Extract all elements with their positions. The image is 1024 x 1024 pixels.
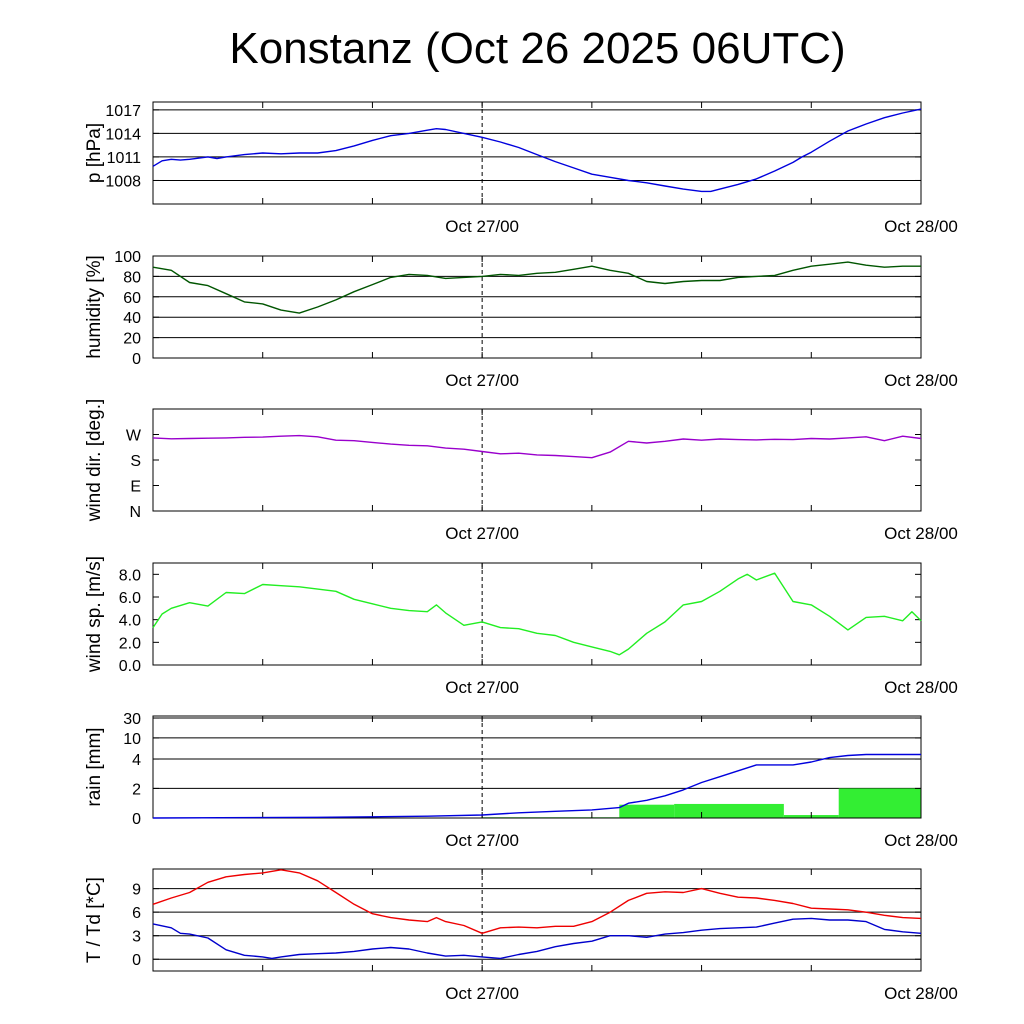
x-tick-label: Oct 28/00 [884,831,958,850]
series-line-rain_line [152,753,921,819]
y-tick-label: 0 [132,811,141,828]
series-line-humidity [152,261,921,314]
y-tick-label: 2.0 [119,635,141,652]
y-tick-label: 0.0 [119,658,141,675]
y-tick-label: 10 [123,731,141,748]
panel-2: 0 20 40 60 80 100 Oct 27/00 Oct 28/00 humidity [… [84,249,958,390]
y-tick-label: 60 [123,290,141,307]
plot-frame [152,101,922,205]
chart-title: Konstanz (Oct 26 2025 06UTC) [229,24,846,73]
plot-frame [152,255,922,359]
x-tick-label: Oct 27/00 [445,524,519,543]
y-tick-label: 2 [132,781,141,798]
y-axis-label: humidity [%] [84,255,105,358]
panel-5: 0 2 4 10 30 Oct 27/00 Oct 28/00 rain [mm] [84,711,958,850]
series-line-temperature [152,869,922,934]
y-axis-label: wind dir. [deg.] [84,399,105,523]
y-tick-label: S [130,453,141,470]
x-tick-label: Oct 27/00 [445,371,519,390]
series-line-wind_dir [152,434,922,459]
x-tick-label: Oct 28/00 [884,524,958,543]
x-tick-label: Oct 28/00 [884,984,958,1003]
y-tick-label: 30 [123,711,141,728]
y-tick-label: W [126,428,142,445]
y-tick-label: 8.0 [119,567,141,584]
x-tick-label: Oct 27/00 [445,831,519,850]
rain-bar [619,804,675,818]
y-tick-label: N [129,504,141,521]
y-tick-label: E [130,479,141,496]
x-tick-label: Oct 27/00 [445,217,519,236]
y-tick-label: 9 [132,882,141,899]
plot-frame [152,562,922,666]
y-axis-label: T / Td [*C] [84,877,105,963]
y-tick-label: 1017 [105,103,141,120]
panel-4: 0.0 2.0 4.0 6.0 8.0 Oct 27/00 Oct 28/00 wind sp… [84,556,958,697]
y-tick-label: 80 [123,269,141,286]
y-tick-label: 40 [123,310,141,327]
y-tick-label: 1014 [105,126,141,143]
y-tick-label: 100 [114,249,141,266]
y-tick-label: 4.0 [119,613,141,630]
series-line-wind_speed [152,572,922,656]
panel-6: 0 3 6 9 Oct 27/00 Oct 28/00 T / Td [*C] [84,868,958,1003]
panel-1: 1008 1011 1014 1017 Oct 27/00 Oct 28/00 p [hPa… [84,101,958,236]
y-tick-label: 0 [132,952,141,969]
y-tick-label: 1008 [105,173,141,190]
y-tick-label: 0 [132,351,141,368]
x-tick-label: Oct 28/00 [884,678,958,697]
y-axis-label: p [hPa] [84,123,105,183]
y-tick-label: 6 [132,905,141,922]
y-axis-label: rain [mm] [84,727,105,806]
plot-frame [152,715,922,819]
series-line-pressure [152,108,922,193]
y-tick-label: 20 [123,331,141,348]
rain-bar [838,788,921,818]
y-tick-label: 3 [132,929,141,946]
x-tick-label: Oct 28/00 [884,371,958,390]
plot-frame [152,408,922,512]
series-line-dewpoint [152,917,922,960]
x-tick-label: Oct 27/00 [445,678,519,697]
x-tick-label: Oct 27/00 [445,984,519,1003]
plot-frame [152,868,922,972]
y-axis-label: wind sp. [m/s] [84,556,105,673]
rain-bar [674,803,784,818]
x-tick-label: Oct 28/00 [884,217,958,236]
y-tick-label: 4 [132,752,141,769]
y-tick-label: 1011 [107,150,142,167]
y-tick-label: 6.0 [119,590,141,607]
